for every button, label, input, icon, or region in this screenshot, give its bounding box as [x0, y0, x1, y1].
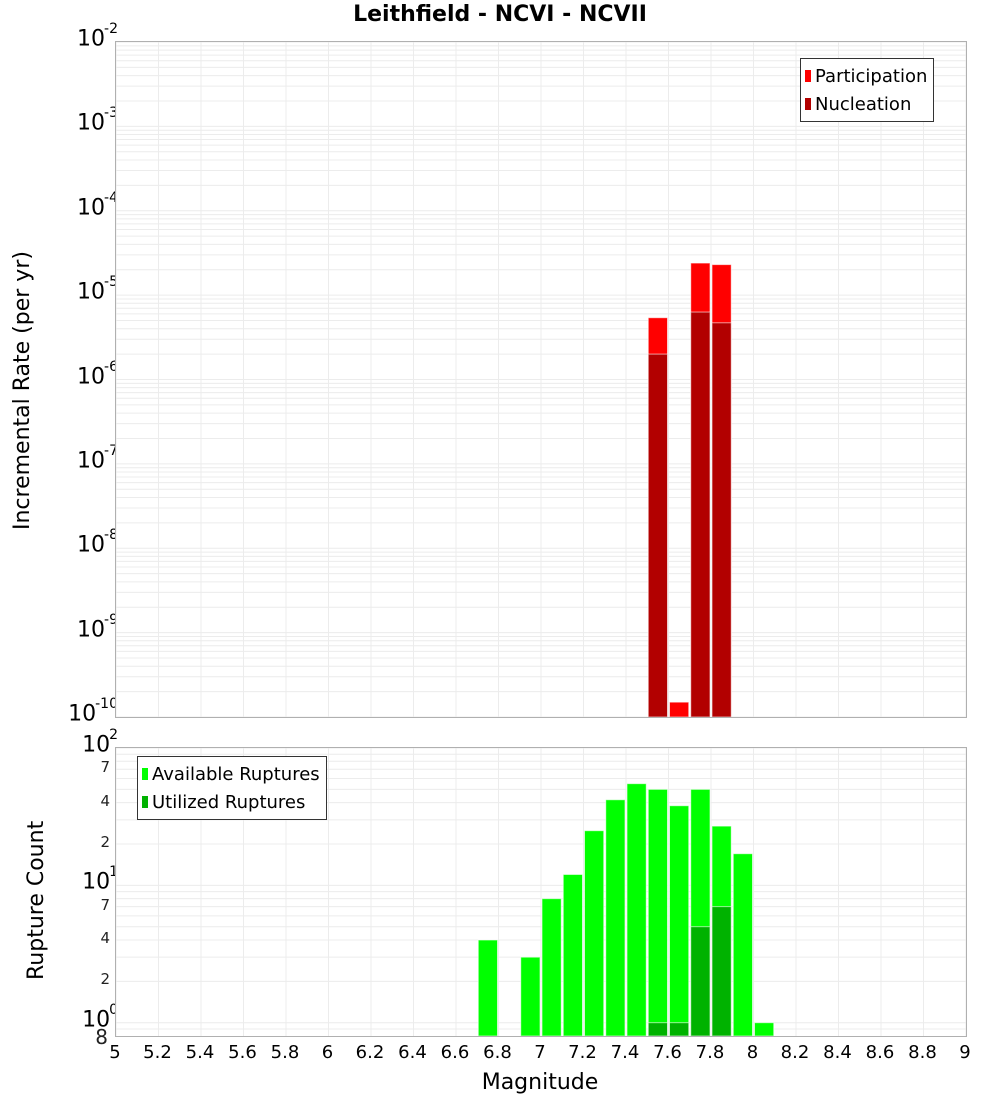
bottom-y-minor-tick: 7: [100, 895, 110, 914]
nucleation-bar: [647, 353, 668, 717]
chart-title: Leithfield - NCVI - NCVII: [353, 2, 647, 27]
nucleation-swatch-icon: [805, 98, 811, 110]
top-y-tick: 10-4: [77, 189, 118, 221]
top-bars: [116, 42, 966, 717]
available-ruptures-bar: [477, 939, 498, 1036]
available-ruptures-bar: [541, 898, 562, 1036]
top-y-tick: 10-2: [77, 21, 118, 52]
nucleation-bar: [690, 311, 711, 717]
bottom-y-minor-tick: 8: [95, 1025, 108, 1049]
top-plot-area: Participation Nucleation: [115, 41, 967, 718]
x-tick: 8.4: [823, 1042, 852, 1063]
bottom-y-tick: 102: [82, 727, 118, 758]
top-y-tick: 10-3: [77, 105, 118, 136]
x-tick: 8.2: [780, 1042, 810, 1063]
bottom-y-minor-tick: 7: [100, 758, 110, 777]
bottom-plot-area: Available Ruptures Utilized Ruptures: [115, 747, 967, 1037]
top-y-tick: 10-8: [77, 527, 118, 558]
participation-bar: [669, 701, 690, 717]
x-tick: 7.6: [653, 1042, 682, 1063]
x-tick: 8.6: [865, 1042, 895, 1063]
x-tick: 5.4: [185, 1042, 215, 1063]
bottom-y-minor-tick: 2: [100, 970, 110, 989]
x-tick: 5: [109, 1042, 121, 1063]
bottom-legend: Available Ruptures Utilized Ruptures: [137, 756, 327, 820]
available-swatch-icon: [142, 768, 148, 780]
x-tick: 6.2: [355, 1042, 385, 1063]
available-ruptures-bar: [754, 1022, 775, 1036]
x-tick: 6: [321, 1042, 334, 1063]
x-tick: 7: [534, 1042, 546, 1063]
x-tick: 5.6: [228, 1042, 257, 1063]
top-y-axis-label: Incremental Rate (per yr): [10, 251, 35, 530]
available-ruptures-bar: [732, 853, 753, 1036]
bottom-y-axis-label: Rupture Count: [24, 820, 49, 980]
legend-item-participation: Participation: [805, 62, 927, 90]
x-tick: 5.8: [270, 1042, 300, 1063]
available-ruptures-bar: [626, 783, 647, 1036]
x-tick: 8.8: [908, 1042, 937, 1063]
nucleation-bar: [711, 322, 732, 717]
legend-item-available: Available Ruptures: [142, 760, 320, 788]
x-tick: 7.8: [695, 1042, 725, 1063]
top-y-tick: 10-10: [68, 696, 118, 727]
participation-swatch-icon: [805, 70, 811, 82]
x-tick: 9: [959, 1042, 971, 1063]
utilized-ruptures-bar: [711, 906, 732, 1036]
top-legend: Participation Nucleation: [800, 58, 935, 122]
utilized-swatch-icon: [142, 796, 148, 808]
top-y-tick: 10-6: [77, 358, 118, 389]
top-y-tick: 10-7: [77, 442, 118, 474]
available-ruptures-bar: [647, 788, 668, 1036]
available-ruptures-bar: [605, 799, 626, 1036]
x-tick: 5.2: [143, 1042, 172, 1063]
x-axis-label: Magnitude: [481, 1070, 599, 1095]
x-tick: 6.6: [440, 1042, 470, 1063]
available-ruptures-bar: [584, 830, 605, 1036]
legend-item-utilized: Utilized Ruptures: [142, 788, 320, 816]
bottom-y-tick: 101: [82, 864, 118, 895]
legend-item-nucleation: Nucleation: [805, 90, 927, 118]
available-ruptures-bar: [520, 956, 541, 1036]
x-tick: 6.4: [398, 1042, 427, 1063]
bottom-y-minor-tick: 2: [100, 833, 110, 851]
bottom-y-minor-tick: 4: [100, 929, 110, 947]
utilized-ruptures-bar: [647, 1022, 668, 1036]
x-tick: 6.8: [483, 1042, 512, 1063]
bottom-y-minor-tick: 4: [100, 791, 110, 810]
utilized-ruptures-bar: [690, 926, 711, 1036]
x-tick: 8: [746, 1042, 759, 1063]
available-ruptures-bar: [562, 873, 583, 1036]
x-tick: 7.4: [610, 1042, 640, 1063]
bottom-y-tick: 100: [82, 1001, 118, 1033]
utilized-ruptures-bar: [669, 1022, 690, 1036]
x-tick: 7.2: [568, 1042, 597, 1063]
top-y-tick: 10-9: [77, 611, 118, 642]
available-ruptures-bar: [669, 805, 690, 1036]
top-y-tick: 10-5: [77, 274, 118, 305]
